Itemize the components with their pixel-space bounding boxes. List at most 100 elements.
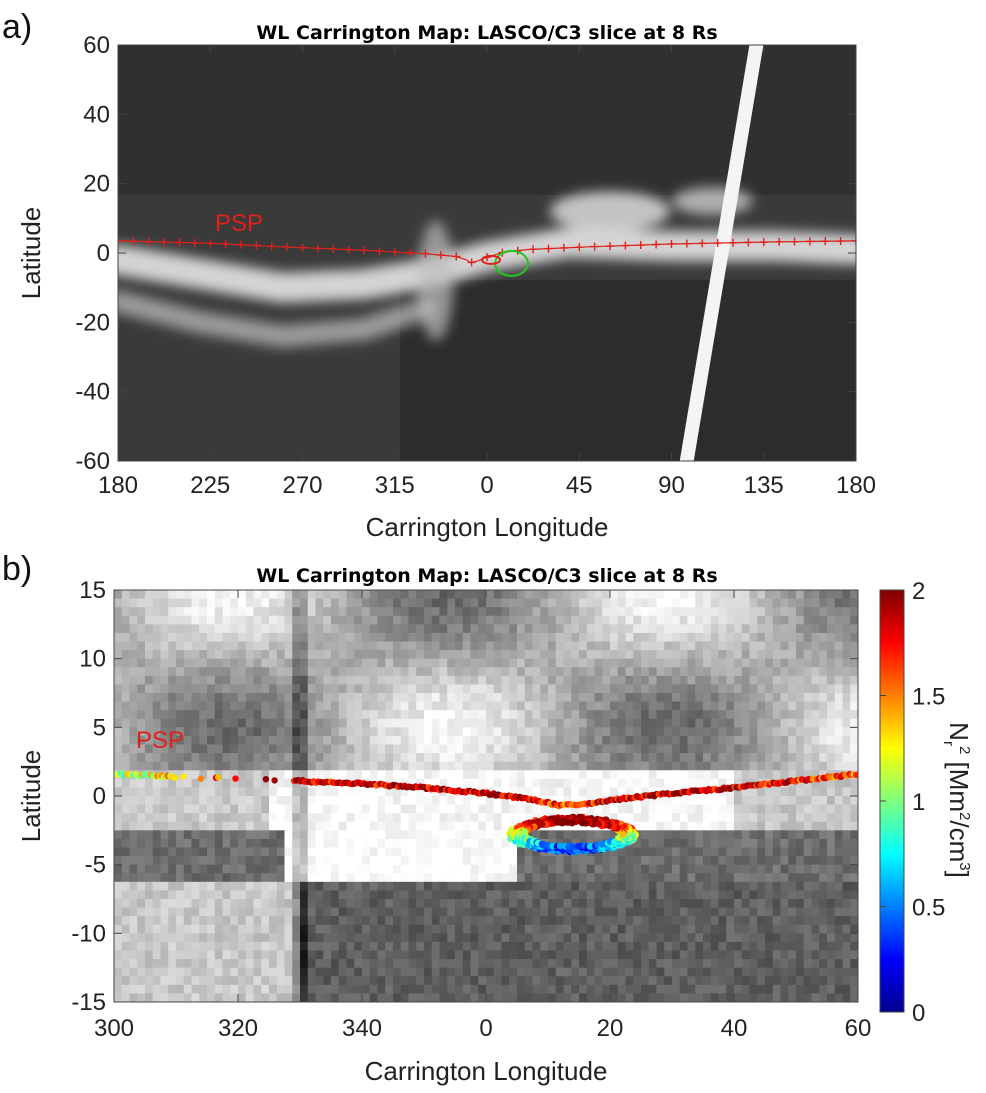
heatmap-cell [409,616,417,625]
heatmap-cell [773,916,781,925]
heatmap-cell [812,908,820,917]
heatmap-cell [525,779,533,788]
heatmap-cell [292,599,300,608]
heatmap-cell [827,865,835,874]
heatmap-cell [230,624,238,633]
heatmap-cell [269,882,277,891]
heatmap-cell [773,822,781,831]
heatmap-cell [819,684,827,693]
heatmap-cell [509,770,517,779]
heatmap-cell [230,890,238,899]
heatmap-cell [835,933,843,942]
heatmap-cell [641,762,649,771]
heatmap-cell [347,590,355,599]
heatmap-cell [812,968,820,977]
heatmap-cell [223,830,231,839]
heatmap-cell [750,650,758,659]
heatmap-cell [796,650,804,659]
heatmap-cell [494,865,502,874]
heatmap-cell [424,848,432,857]
heatmap-cell [184,985,192,994]
heatmap-cell [478,607,486,616]
heatmap-cell [393,676,401,685]
heatmap-cell [393,865,401,874]
heatmap-cell [757,607,765,616]
heatmap-cell [199,899,207,908]
heatmap-cell [447,590,455,599]
heatmap-cell [711,633,719,642]
heatmap-cell [564,710,572,719]
heatmap-cell [339,882,347,891]
heatmap-cell [494,805,502,814]
heatmap-cell [122,762,130,771]
heatmap-cell [711,968,719,977]
heatmap-cell [571,959,579,968]
heatmap-cell [254,976,262,985]
heatmap-cell [757,839,765,848]
heatmap-cell [230,719,238,728]
heatmap-cell [440,796,448,805]
heatmap-cell [711,624,719,633]
heatmap-cell [354,745,362,754]
heatmap-cell [804,882,812,891]
heatmap-cell [230,925,238,934]
heatmap-cell [308,916,316,925]
heatmap-cell [517,993,525,1002]
heatmap-cell [432,633,440,642]
heatmap-cell [455,813,463,822]
heatmap-cell [781,633,789,642]
heatmap-cell [137,642,145,651]
heatmap-cell [378,650,386,659]
heatmap-cell [416,762,424,771]
heatmap-cell [804,848,812,857]
heatmap-cell [362,873,370,882]
heatmap-cell [595,599,603,608]
heatmap-cell [781,890,789,899]
heatmap-cell [765,993,773,1002]
heatmap-cell [502,813,510,822]
heatmap-cell [440,633,448,642]
x-tick-label-a: 45 [566,472,593,499]
heatmap-cell [455,933,463,942]
heatmap-cell [207,976,215,985]
heatmap-cell [215,848,223,857]
heatmap-cell [385,839,393,848]
heatmap-cell [447,985,455,994]
heatmap-cell [261,976,269,985]
heatmap-cell [695,702,703,711]
heatmap-cell [788,830,796,839]
heatmap-cell [703,667,711,676]
heatmap-cell [246,873,254,882]
heatmap-cell [223,848,231,857]
heatmap-cell [385,624,393,633]
heatmap-cell [641,916,649,925]
heatmap-cell [626,959,634,968]
heatmap-cell [362,882,370,891]
heatmap-cell [657,899,665,908]
heatmap-cell [494,745,502,754]
psp-track-point [172,775,178,781]
heatmap-cell [471,993,479,1002]
heatmap-cell [486,684,494,693]
heatmap-cell [672,805,680,814]
heatmap-cell [137,933,145,942]
heatmap-cell [486,916,494,925]
heatmap-cell [347,865,355,874]
heatmap-cell [285,710,293,719]
heatmap-cell [827,933,835,942]
heatmap-cell [238,796,246,805]
heatmap-cell [781,762,789,771]
heatmap-cell [478,624,486,633]
heatmap-cell [703,659,711,668]
heatmap-cell [409,839,417,848]
heatmap-cell [463,890,471,899]
heatmap-cell [362,959,370,968]
heatmap-cell [323,813,331,822]
heatmap-cell [153,839,161,848]
heatmap-cell [378,676,386,685]
heatmap-cell [827,650,835,659]
heatmap-cell [114,642,122,651]
heatmap-cell [122,968,130,977]
heatmap-cell [130,925,138,934]
heatmap-cell [122,976,130,985]
